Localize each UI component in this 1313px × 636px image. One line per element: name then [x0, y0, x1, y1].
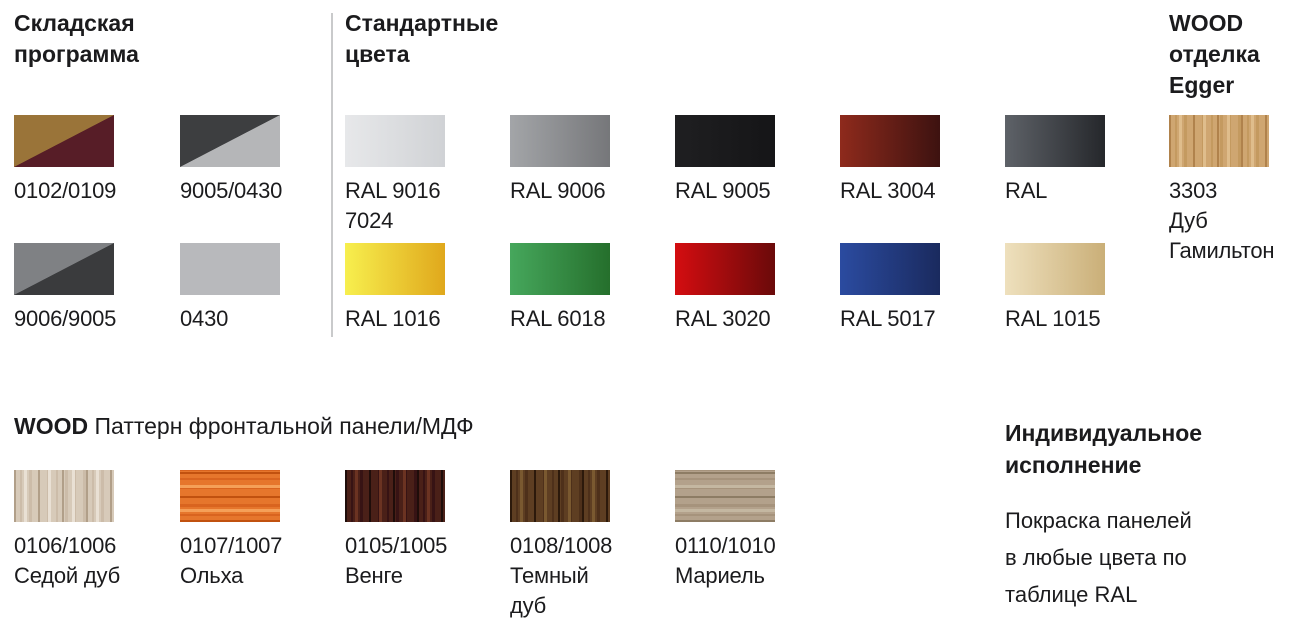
swatch-code-ral-1016: RAL 1016	[345, 306, 441, 331]
swatch-code-ral-7024: RAL	[1005, 178, 1048, 203]
swatch-ral-3004	[840, 115, 940, 167]
storage-item-9005-0430: 9005/0430	[180, 115, 344, 206]
swatch-code-ral-3004: RAL 3004	[840, 178, 936, 203]
standard-item-ral-6018: RAL 6018	[510, 243, 674, 334]
swatch-ral-7024	[1005, 115, 1105, 167]
standard-item-ral-9006: RAL 9006	[510, 115, 674, 206]
storage-program-title: Складская программа	[14, 10, 139, 67]
standard-item-ral-1016: RAL 1016	[345, 243, 509, 334]
swatch-code-0106-1006: 0106/1006 Седой дуб	[14, 533, 120, 588]
swatch-code-0430: 0430	[180, 306, 229, 331]
swatch-ral-9006	[510, 115, 610, 167]
swatch-code-0108-1008: 0108/1008 Темный дуб	[510, 533, 613, 618]
swatch-code-ral-9006: RAL 9006	[510, 178, 606, 203]
swatch-9006-9005	[14, 243, 114, 295]
standard-colors-title: Стандартные цвета	[345, 10, 499, 67]
swatch-egger-3303	[1169, 115, 1269, 167]
standard-item-ral-3020: RAL 3020	[675, 243, 839, 334]
swatch-code-ral-1015: RAL 1015	[1005, 306, 1101, 331]
wood-item-0110-1010: 0110/1010 Мариель	[675, 470, 839, 591]
swatch-0102-0109	[14, 115, 114, 167]
swatch-code-egger-3303: 3303 Дуб Гамильтон	[1169, 178, 1275, 263]
swatch-code-0105-1005: 0105/1005 Венге	[345, 533, 448, 588]
swatch-ral-1016	[345, 243, 445, 295]
storage-item-0102-0109: 0102/0109	[14, 115, 178, 206]
swatch-ral-3020	[675, 243, 775, 295]
swatch-code-0107-1007: 0107/1007 Ольха	[180, 533, 283, 588]
wood-item-0107-1007: 0107/1007 Ольха	[180, 470, 344, 591]
swatch-code-ral-3020: RAL 3020	[675, 306, 771, 331]
swatch-0430	[180, 243, 280, 295]
storage-item-0430: 0430	[180, 243, 344, 334]
wood-item-0105-1005: 0105/1005 Венге	[345, 470, 509, 591]
swatch-code-9006-9005: 9006/9005	[14, 306, 117, 331]
wood-item-0108-1008: 0108/1008 Темный дуб	[510, 470, 674, 621]
standard-item-ral-7024: RAL	[1005, 115, 1169, 206]
swatch-ral-6018	[510, 243, 610, 295]
swatch-code-ral-9016: RAL 9016 7024	[345, 178, 441, 233]
swatch-9005-0430	[180, 115, 280, 167]
custom-finish-description: Покраска панелей в любые цвета по таблиц…	[1005, 508, 1192, 607]
custom-finish-title: Индивидуальное исполнение	[1005, 420, 1203, 478]
swatch-code-ral-9005: RAL 9005	[675, 178, 771, 203]
vertical-divider	[331, 13, 333, 337]
wood-mdf-title: WOOD Паттерн фронтальной панели/МДФ	[14, 411, 474, 442]
wood-egger-title: WOOD отделка Egger	[1169, 10, 1260, 98]
swatch-0110-1010	[675, 470, 775, 522]
swatch-0105-1005	[345, 470, 445, 522]
wood-mdf-title-bold: WOOD	[14, 413, 89, 439]
swatch-code-9005-0430: 9005/0430	[180, 178, 283, 203]
storage-item-9006-9005: 9006/9005	[14, 243, 178, 334]
swatch-code-ral-6018: RAL 6018	[510, 306, 606, 331]
standard-item-ral-3004: RAL 3004	[840, 115, 1004, 206]
swatch-ral-9005	[675, 115, 775, 167]
swatch-0108-1008	[510, 470, 610, 522]
swatch-0107-1007	[180, 470, 280, 522]
egger-item-3303: 3303 Дуб Гамильтон	[1169, 115, 1313, 266]
wood-mdf-title-rest: Паттерн фронтальной панели/МДФ	[88, 413, 474, 439]
swatch-code-ral-5017: RAL 5017	[840, 306, 936, 331]
standard-item-ral-9005: RAL 9005	[675, 115, 839, 206]
standard-item-ral-9016: RAL 9016 7024	[345, 115, 509, 236]
swatch-ral-1015	[1005, 243, 1105, 295]
wood-item-0106-1006: 0106/1006 Седой дуб	[14, 470, 178, 591]
standard-item-ral-5017: RAL 5017	[840, 243, 1004, 334]
swatch-code-0110-1010: 0110/1010 Мариель	[675, 533, 776, 588]
swatch-ral-5017	[840, 243, 940, 295]
swatch-0106-1006	[14, 470, 114, 522]
standard-item-ral-1015: RAL 1015	[1005, 243, 1169, 334]
swatch-code-0102-0109: 0102/0109	[14, 178, 117, 203]
swatch-ral-9016	[345, 115, 445, 167]
